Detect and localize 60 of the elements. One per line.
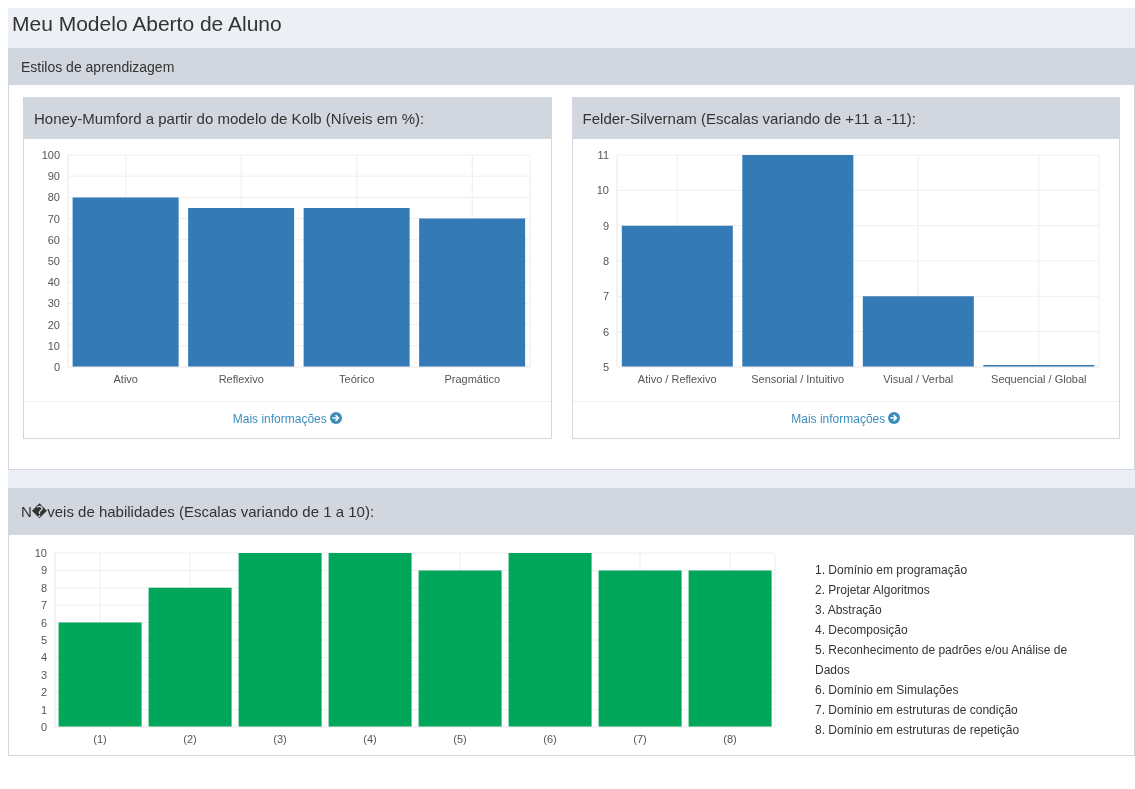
x-tick-label: Reflexivo <box>218 372 264 385</box>
y-tick-label: 3 <box>40 668 47 681</box>
text: Mais informações <box>791 412 886 426</box>
y-tick-label: 60 <box>47 233 60 246</box>
text: 3. Abstração <box>815 602 883 619</box>
x-tick-label: Ativo / Reflexivo <box>637 372 717 385</box>
y-tick-label: 10 <box>47 339 60 352</box>
text: 7. Domínio em estruturas de condição <box>815 702 1019 719</box>
y-tick-label: 0 <box>40 720 47 733</box>
x-tick-label: Pragmático <box>444 372 501 385</box>
y-tick-label: 30 <box>47 297 60 310</box>
y-tick-label: 6 <box>40 616 47 629</box>
x-tick-label: (2) <box>183 732 197 745</box>
x-tick-label: Ativo <box>113 372 138 385</box>
x-tick-label: (4) <box>363 732 377 745</box>
x-tick-label: Teórico <box>339 372 375 385</box>
y-tick-label: 5 <box>40 633 47 646</box>
y-tick-label: 70 <box>47 212 60 225</box>
chart-title: Honey-Mumford a partir do modelo de Kolb (Níveis em %): <box>24 98 551 139</box>
x-tick-label: (8) <box>723 732 737 745</box>
x-tick-label: (5) <box>453 732 467 745</box>
x-tick-label: (1) <box>93 732 107 745</box>
x-tick-label: Sensorial / Intuitivo <box>750 372 844 385</box>
y-tick-label: 90 <box>47 170 60 183</box>
text: 2. Projetar Algoritmos <box>815 582 931 599</box>
y-tick-label: 100 <box>41 148 60 161</box>
y-tick-label: 2 <box>40 686 47 699</box>
y-tick-label: 11 <box>597 148 609 161</box>
x-tick-label: Sequencial / Global <box>990 372 1087 385</box>
text: Meu Modelo Aberto de Aluno <box>11 11 283 37</box>
y-tick-label: 80 <box>47 191 60 204</box>
y-tick-label: 4 <box>40 651 47 664</box>
text: 6. Domínio em Simulações <box>815 682 960 699</box>
y-tick-label: 9 <box>602 219 609 232</box>
y-tick-label: 10 <box>34 546 47 559</box>
y-tick-label: 5 <box>602 360 609 373</box>
y-tick-label: 7 <box>602 290 609 303</box>
y-tick-label: 8 <box>602 254 609 267</box>
y-tick-label: 20 <box>47 318 60 331</box>
x-tick-label: (3) <box>273 732 287 745</box>
text: 4. Decomposição <box>815 622 909 639</box>
text: 5. Reconhecimento de padrões e/ou Análise de Dados <box>815 642 1069 679</box>
y-tick-label: 6 <box>602 325 609 338</box>
y-tick-label: 7 <box>40 599 47 612</box>
text: 1. Domínio em programação <box>815 562 969 579</box>
y-tick-label: 40 <box>47 276 60 289</box>
y-tick-label: 0 <box>53 360 60 373</box>
y-tick-label: 9 <box>40 564 47 577</box>
y-tick-label: 8 <box>40 581 47 594</box>
x-tick-label: (7) <box>633 732 647 745</box>
text: Estilos de aprendizagem <box>9 49 1134 85</box>
chart-title: N�veis de habilidades (Escalas variando de 1 a 10): <box>9 489 1134 535</box>
text: 8. Domínio em estruturas de repetição <box>815 722 1021 739</box>
x-tick-label: (6) <box>543 732 557 745</box>
x-tick-label: Visual / Verbal <box>882 372 953 385</box>
y-tick-label: 10 <box>596 184 609 197</box>
y-tick-label: 1 <box>40 703 47 716</box>
chart-title: Felder-Silvernam (Escalas variando de +11 a -11): <box>572 98 1119 139</box>
text: Mais informações <box>232 412 327 426</box>
y-tick-label: 50 <box>47 254 60 267</box>
